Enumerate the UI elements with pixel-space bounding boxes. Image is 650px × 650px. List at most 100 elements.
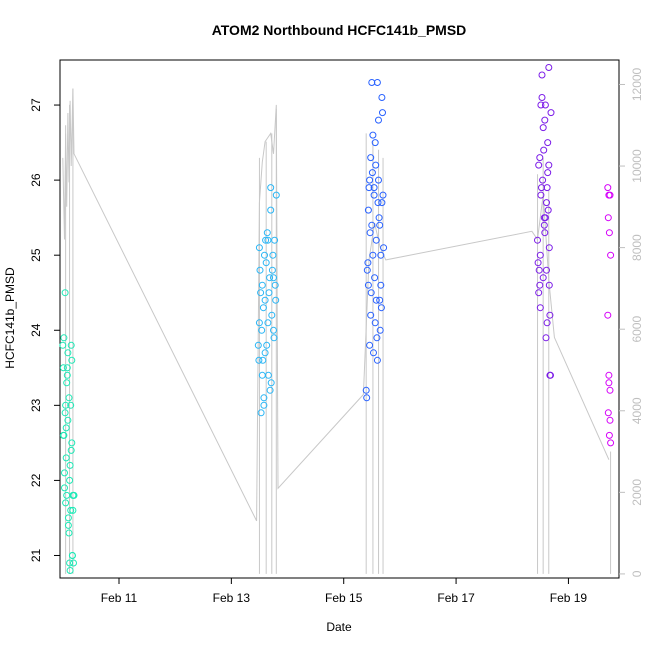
data-point	[265, 289, 273, 297]
data-point	[377, 281, 385, 289]
data-point	[369, 131, 377, 139]
data-point	[537, 191, 545, 199]
x-axis-label: Date	[326, 620, 352, 634]
y2-tick-label: 4000	[630, 397, 644, 424]
data-point	[543, 266, 550, 274]
x-tick-label: Feb 17	[437, 591, 475, 605]
data-point	[545, 281, 553, 289]
data-point	[364, 206, 372, 214]
data-point	[59, 364, 67, 372]
data-point	[535, 266, 543, 274]
data-point	[367, 311, 375, 319]
data-point	[66, 567, 74, 574]
data-point	[66, 461, 74, 469]
data-point	[368, 169, 376, 177]
data-point	[258, 326, 266, 334]
data-point	[376, 221, 384, 229]
data-point	[59, 341, 67, 349]
data-point	[607, 439, 615, 447]
y-axis-label: HCFC141b_PMSD	[3, 267, 17, 369]
secondary-series-line	[62, 88, 610, 522]
data-point	[542, 334, 550, 342]
data-point	[366, 229, 374, 237]
data-point	[545, 161, 553, 169]
data-point	[375, 176, 382, 184]
data-point	[62, 424, 70, 432]
data-point	[272, 191, 280, 199]
data-point	[261, 251, 268, 259]
x-tick-label: Feb 19	[550, 591, 588, 605]
data-point	[543, 319, 551, 327]
data-point	[535, 289, 543, 297]
data-point	[67, 341, 75, 349]
data-point	[371, 319, 379, 327]
y-tick-label: 21	[29, 548, 43, 562]
data-point	[65, 529, 73, 537]
data-point	[256, 266, 264, 274]
data-point	[266, 274, 274, 282]
data-point	[376, 296, 384, 304]
data-point	[264, 319, 272, 327]
data-point	[606, 191, 614, 199]
data-point	[536, 154, 544, 162]
data-point	[60, 334, 68, 342]
data-point	[379, 191, 387, 199]
y2-tick-label: 8000	[630, 234, 644, 261]
data-point	[267, 184, 275, 192]
data-point	[61, 484, 68, 492]
data-point	[270, 334, 278, 342]
data-point	[544, 169, 552, 177]
data-point	[540, 221, 548, 229]
data-point	[538, 94, 546, 101]
data-point	[259, 304, 267, 312]
data-point	[605, 431, 613, 439]
data-point	[255, 319, 263, 327]
data-point	[261, 349, 269, 357]
data-point	[258, 371, 266, 379]
data-point	[264, 236, 272, 244]
y-tick-label: 27	[29, 98, 43, 112]
data-point	[378, 94, 386, 101]
data-point	[538, 71, 546, 79]
y-tick-label: 22	[29, 473, 43, 487]
data-point	[257, 409, 265, 417]
data-point	[367, 154, 375, 162]
data-point	[372, 296, 380, 304]
data-point	[606, 416, 614, 424]
data-point	[67, 401, 75, 409]
data-point	[376, 326, 384, 334]
data-point	[263, 341, 271, 349]
data-point	[263, 229, 271, 237]
data-point	[267, 379, 275, 387]
data-point	[373, 334, 381, 342]
data-point	[62, 499, 70, 507]
data-point	[363, 266, 371, 274]
data-point	[266, 386, 274, 394]
data-point	[604, 214, 612, 222]
data-point	[375, 214, 383, 222]
plot-frame	[59, 59, 620, 579]
data-point	[62, 454, 70, 462]
data-point	[63, 371, 71, 379]
data-point	[63, 379, 71, 387]
data-point	[546, 311, 554, 319]
data-point	[544, 206, 552, 214]
x-tick-label: Feb 13	[213, 591, 251, 605]
data-point	[259, 356, 267, 364]
data-point	[258, 281, 266, 289]
data-point	[369, 251, 377, 259]
data-point	[370, 349, 377, 357]
data-point	[375, 116, 382, 124]
data-point	[371, 274, 379, 282]
data-point	[541, 229, 549, 237]
data-point	[372, 161, 380, 169]
data-point	[605, 229, 613, 237]
data-point	[64, 514, 72, 522]
data-point	[68, 552, 76, 559]
data-point	[537, 101, 545, 109]
data-point	[541, 214, 549, 222]
data-point	[377, 304, 385, 312]
data-point	[66, 559, 74, 567]
